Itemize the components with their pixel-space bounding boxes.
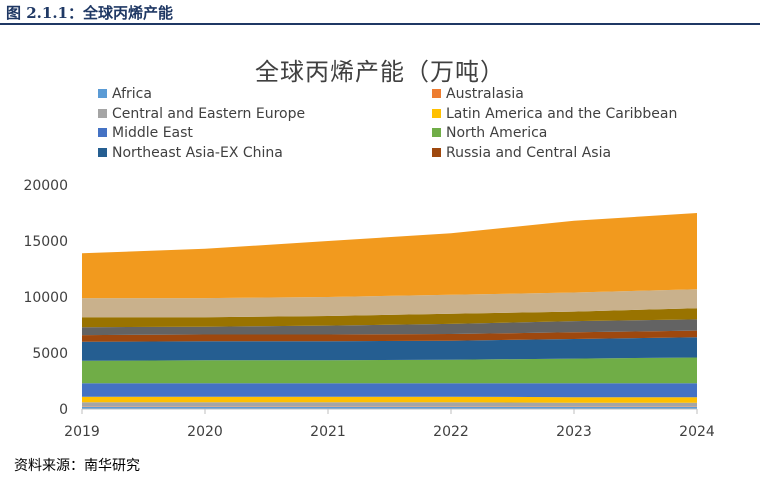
legend-swatch [98,147,107,157]
area-series [82,406,697,407]
legend-swatch [432,147,441,157]
area-series [82,319,697,336]
legend-item: Latin America and the Caribbean [432,106,677,125]
legend-label: Middle East [112,125,193,141]
legend-swatch [98,128,107,137]
x-tick-label: 2024 [679,424,715,440]
area-series [82,330,697,342]
legend-item: Africa [98,86,152,105]
area-series [82,406,697,409]
legend-item: Middle East [98,125,193,144]
legend-label: North America [446,125,548,141]
legend-item: Northeast Asia-EX China [98,145,283,164]
legend-item: Australasia [432,86,524,105]
area-series [82,396,697,403]
legend-swatch [98,89,107,98]
legend-item: Central and Eastern Europe [98,106,305,125]
y-tick-label: 10000 [23,290,68,306]
legend-label: Latin America and the Caribbean [446,105,678,122]
legend-label: Central and Eastern Europe [112,105,306,122]
legend-label: Australasia [446,86,524,102]
area-series [82,337,697,361]
legend-label: Africa [112,86,152,102]
area-series [82,383,697,398]
area-series [82,402,697,407]
legend-swatch [432,128,441,137]
y-tick-label: 5000 [32,346,68,362]
legend-label: Northeast Asia-EX China [112,144,283,161]
y-tick-label: 0 [59,402,68,418]
chart-title: 全球丙烯产能（万吨） [255,58,505,86]
figure-caption: 图 2.1.1：全球丙烯产能 [6,4,173,22]
x-tick-label: 2023 [556,424,592,440]
area-series [82,357,697,384]
caption-rule [0,23,760,25]
x-tick-label: 2021 [310,424,346,440]
legend-swatch [98,108,107,118]
legend-swatch [432,89,441,98]
y-tick-label: 20000 [23,178,68,194]
source-note: 资料来源：南华研究 [14,458,140,474]
x-tick-label: 2019 [64,424,100,440]
area-series [82,289,697,318]
legend-swatch [432,108,441,118]
x-tick-label: 2022 [433,424,469,440]
legend-label: Russia and Central Asia [446,144,612,161]
area-series [82,213,697,299]
y-tick-label: 15000 [23,234,68,250]
legend-item: North America [432,125,547,144]
x-tick-label: 2020 [187,424,223,440]
area-series [82,308,697,328]
legend-item: Russia and Central Asia [432,145,611,164]
